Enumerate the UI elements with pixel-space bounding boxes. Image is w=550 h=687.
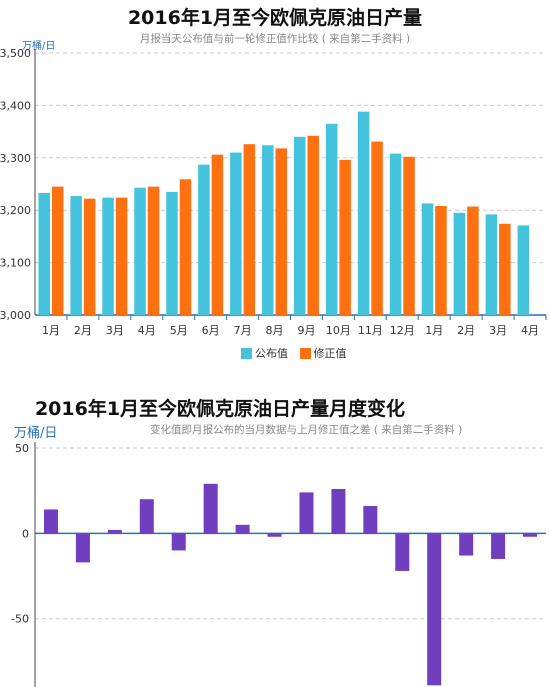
bar bbox=[499, 223, 511, 315]
y-tick-label: 3,100 bbox=[0, 257, 31, 270]
bar bbox=[171, 533, 186, 551]
change-chart-svg: 50 0 -50 bbox=[11, 442, 546, 687]
bar bbox=[83, 198, 96, 315]
x-tick-label: 6月 bbox=[202, 324, 220, 337]
bar bbox=[139, 499, 154, 534]
y-tick-label: 0 bbox=[22, 527, 29, 540]
bar bbox=[371, 141, 383, 315]
x-tick-label: 8月 bbox=[266, 324, 284, 337]
bar bbox=[389, 153, 402, 315]
legend-swatch bbox=[299, 347, 311, 359]
bar bbox=[523, 533, 538, 537]
x-tick-label: 11月 bbox=[358, 324, 383, 337]
y-tick-label: 3,500 bbox=[0, 47, 31, 60]
legend-swatch bbox=[241, 347, 252, 359]
bar bbox=[491, 533, 506, 559]
y-tick-label: 50 bbox=[15, 442, 29, 455]
bar bbox=[147, 186, 160, 315]
bar bbox=[403, 156, 415, 315]
production-chart: 2016年1月至今欧佩克原油日产量 月报当天公布值与前一轮修正值作比较 ( 来自… bbox=[0, 7, 547, 360]
bar bbox=[293, 136, 306, 315]
chart-subtitle: 月报当天公布值与前一轮修正值作比较 ( 来自第二手资料 ) bbox=[139, 33, 411, 45]
x-tick-label: 4月 bbox=[138, 324, 156, 337]
bar bbox=[70, 196, 82, 315]
bar bbox=[517, 225, 530, 315]
bar bbox=[230, 152, 242, 315]
bar bbox=[467, 206, 479, 315]
bar bbox=[267, 533, 282, 537]
bar bbox=[357, 111, 370, 315]
bar bbox=[299, 492, 314, 534]
bar bbox=[435, 206, 447, 315]
bar bbox=[243, 144, 256, 315]
y-tick-label: 3,200 bbox=[0, 204, 31, 217]
bar bbox=[102, 197, 114, 315]
bar bbox=[211, 154, 224, 315]
legend-label: 公布值 bbox=[255, 347, 288, 360]
bar bbox=[395, 533, 410, 571]
x-tick-label: 2月 bbox=[457, 324, 475, 337]
bar bbox=[38, 192, 50, 315]
chart-title: 2016年1月至今欧佩克原油日产量月度变化 bbox=[34, 398, 406, 420]
legend-label: 修正值 bbox=[313, 347, 347, 360]
bar bbox=[339, 159, 351, 315]
x-tick-label: 9月 bbox=[297, 324, 315, 337]
bar bbox=[166, 191, 178, 315]
bar bbox=[115, 197, 128, 315]
bar bbox=[421, 203, 434, 315]
bar bbox=[179, 179, 192, 315]
y-tick-label: -50 bbox=[11, 613, 29, 626]
unit-label: 万桶/日 bbox=[22, 41, 56, 52]
bar bbox=[459, 533, 474, 556]
x-tick-label: 5月 bbox=[170, 324, 188, 337]
bar bbox=[107, 529, 122, 534]
y-tick-label: 3,300 bbox=[0, 152, 31, 165]
bar bbox=[485, 214, 498, 315]
x-tick-label: 4月 bbox=[521, 324, 539, 337]
bar bbox=[198, 164, 210, 315]
legend: 公布值 修正值 bbox=[241, 345, 355, 362]
bar bbox=[453, 212, 466, 315]
bar bbox=[235, 524, 250, 534]
bar bbox=[275, 148, 288, 315]
x-tick-label: 3月 bbox=[106, 324, 124, 337]
y-tick-label: 3,400 bbox=[0, 99, 31, 112]
x-tick-label: 12月 bbox=[390, 324, 415, 337]
production-chart-svg: 3,000 3,100 3,200 3,300 3,400 3,500 1月 2月 3月 4月 5月… bbox=[0, 47, 547, 337]
bar bbox=[262, 145, 274, 315]
x-tick-label: 1月 bbox=[42, 324, 60, 337]
bar bbox=[43, 509, 58, 534]
change-chart: 2016年1月至今欧佩克原油日产量月度变化 变化值即月报公布的当月数据与上月修正… bbox=[0, 388, 550, 687]
x-tick-label: 2月 bbox=[74, 324, 92, 337]
x-tick-label: 1月 bbox=[425, 324, 443, 337]
chart-title: 2016年1月至今欧佩克原油日产量 bbox=[127, 7, 423, 29]
bar bbox=[134, 187, 146, 315]
x-tick-label: 7月 bbox=[234, 324, 252, 337]
y-tick-label: 3,000 bbox=[0, 309, 31, 322]
unit-label: 万桶/日 bbox=[14, 426, 58, 441]
bar bbox=[325, 123, 338, 316]
legend-item-published[interactable]: 公布值 bbox=[241, 345, 288, 361]
bar bbox=[51, 186, 64, 315]
bar bbox=[307, 135, 319, 315]
bar bbox=[331, 488, 346, 534]
bar bbox=[75, 533, 90, 563]
x-tick-label: 3月 bbox=[489, 324, 507, 337]
bar bbox=[427, 533, 442, 686]
legend-item-revised[interactable]: 修正值 bbox=[299, 345, 347, 361]
bar bbox=[203, 483, 218, 534]
chart-subtitle: 变化值即月报公布的当月数据与上月修正值之差 ( 来自第二手资料 ) bbox=[150, 424, 463, 436]
bar bbox=[363, 506, 378, 534]
x-tick-label: 10月 bbox=[326, 324, 351, 337]
